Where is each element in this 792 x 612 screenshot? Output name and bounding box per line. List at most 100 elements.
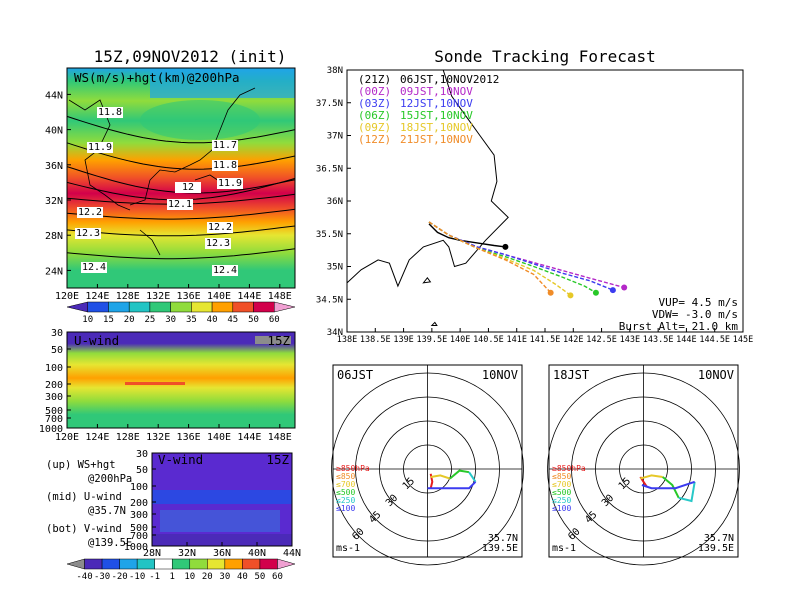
ws-contour-label: 11.7 — [213, 140, 237, 151]
map-track-end — [567, 292, 574, 299]
u-lon-tick-label: 136E — [177, 432, 201, 443]
u-level-label: 500 — [45, 406, 63, 417]
v-lat-tick-label: 28N — [143, 548, 161, 559]
note-bot-2: @139.5E — [88, 537, 132, 549]
ws-colorbar-cell — [170, 301, 192, 313]
ws-contour-line — [66, 248, 296, 260]
u-lon-tick-label: 124E — [85, 432, 109, 443]
ws-contour-label: 12.2 — [78, 207, 102, 218]
u-panel-time: 15Z — [267, 333, 290, 348]
ws-contour-label-bg — [205, 238, 231, 249]
map-param-burst: Burst Alt= 21.0 km — [619, 320, 739, 333]
ws-contour-label: 12.3 — [76, 228, 100, 239]
ws-contour-line — [66, 115, 296, 144]
map-island — [430, 321, 438, 326]
v-lat-tick-label: 36N — [213, 548, 231, 559]
map-lon-tick-label: 141E — [506, 335, 526, 345]
map-lon-tick-label: 143.5E — [643, 335, 674, 345]
map-legend-code: (00Z) — [358, 85, 391, 98]
hodo-legend-item: ≤250 — [552, 496, 571, 505]
ws-coast-line — [149, 87, 256, 181]
ws-colorbar-tick: 25 — [144, 315, 155, 325]
u-lon-axis: 120E 124E 128E 132E 136E 140E 144E 148E — [55, 424, 292, 443]
ws-colorbar-tick: 40 — [207, 315, 218, 325]
u-lon-tick-label: 148E — [268, 432, 292, 443]
v-colorbar-cell — [224, 558, 243, 570]
v-lat-tick-label: 40N — [248, 548, 266, 559]
map-coast-line — [346, 69, 509, 288]
v-panel-time: 15Z — [266, 452, 289, 467]
ws-contour-label: 11.9 — [218, 178, 242, 189]
v-lat-tick-label: 44N — [283, 548, 301, 559]
ws-panel: 11.8 11.9 11.7 11.8 11.9 12 12.1 12.2 12.2 12.3 12… — [45, 67, 296, 302]
ws-coastline — [68, 87, 256, 256]
v-colorbar-cell — [101, 558, 120, 570]
map-param-vup: VUP= 4.5 m/s — [659, 296, 738, 309]
map-lat-tick-label: 37.5N — [316, 99, 343, 109]
ws-colorbar-cell — [211, 301, 234, 313]
ws-green-patch — [140, 100, 260, 140]
map-lon-tick-label: 142E — [563, 335, 583, 345]
u-panel-label: U-wind — [74, 333, 119, 348]
ws-coast-line — [139, 229, 161, 256]
ws-contour-label-bg — [212, 140, 238, 151]
ws-contour-labels: 11.8 11.9 11.7 11.8 11.9 12 12.1 12.2 12.2 12.3 12… — [75, 107, 243, 276]
ws-contour-label-bg — [207, 222, 233, 233]
ws-panel-label: WS(m/s)+hgt(km)@200hPa — [74, 70, 240, 85]
map-legend-time: 12JST,10NOV — [400, 97, 473, 110]
map-lon-tick-label: 144.5E — [699, 335, 730, 345]
ws-colorbar-cell — [232, 301, 254, 313]
map-legend-time: 06JST,10NOV2012 — [400, 73, 499, 86]
note-mid-2: @35.7N — [88, 505, 126, 517]
v-colorbar-cell — [259, 558, 278, 570]
left-title: 15Z,09NOV2012 (init) — [94, 47, 287, 66]
hodo-legend-item: ≥850hPa — [552, 464, 586, 473]
ws-coast-line — [129, 179, 151, 206]
u-lon-tick-label: 132E — [146, 432, 170, 443]
u-level-label: 50 — [51, 345, 63, 356]
v-panel-label: V-wind — [158, 452, 203, 467]
hodo-legend-item: ≤700 — [336, 480, 355, 489]
v-colorbar-tick: 10 — [184, 572, 195, 582]
ws-colorbar-cell — [274, 301, 296, 313]
v-colorbar-cell — [277, 558, 296, 570]
v-colorbar-tick: -1 — [149, 572, 160, 582]
u-level-label: 200 — [45, 380, 63, 391]
ws-contour-label-bg — [97, 107, 123, 118]
map-track-line — [428, 221, 614, 291]
ws-contour-line — [66, 225, 296, 237]
map-coastline — [346, 69, 509, 326]
map-lon-tick-label: 140.5E — [473, 335, 504, 345]
ws-lon-tick-label: 124E — [85, 291, 109, 302]
map-tracks — [428, 221, 628, 299]
hodo-unit: ms-1 — [552, 543, 576, 554]
ws-lon-tick-label: 120E — [55, 291, 79, 302]
v-colorbar-tick: 1 — [170, 572, 175, 582]
hodo-trace — [468, 471, 477, 483]
v-band-b — [160, 510, 280, 532]
v-colorbar-tick: -30 — [94, 572, 110, 582]
ws-contour-label-bg — [212, 160, 238, 171]
ws-colorbar-tick: 20 — [124, 315, 135, 325]
map-lon-axis: 138E 138.5E 139E 139.5E 140E 140.5E 141E 141.5E… — [337, 328, 753, 345]
map-lat-axis: 38N 37.5N 37N 36.5N 36N 35.5N 35N 34.5N 34N — [316, 66, 351, 338]
v-level-label: 200 — [130, 498, 148, 509]
map-legend-code: (09Z) — [358, 121, 391, 134]
ws-colorbar-cell — [149, 301, 171, 313]
v-colorbar-cell — [242, 558, 261, 570]
hodo-trace — [427, 481, 477, 490]
map-lon-tick-label: 139.5E — [416, 335, 447, 345]
ws-lat-tick-label: 32N — [45, 196, 63, 207]
hodo-lat: 35.7N — [704, 533, 734, 544]
map-legend-time: 18JST,10NOV — [400, 121, 473, 134]
v-band-a — [152, 490, 292, 504]
map-legend-time: 15JST,10NOV — [400, 109, 473, 122]
ws-colorbar-tick: 60 — [269, 315, 280, 325]
u-level-label: 300 — [45, 392, 63, 403]
hodo-legend-item: ≤250 — [336, 496, 355, 505]
ws-contour-label-bg — [81, 262, 107, 273]
ws-upper-blue-patch — [150, 68, 295, 98]
